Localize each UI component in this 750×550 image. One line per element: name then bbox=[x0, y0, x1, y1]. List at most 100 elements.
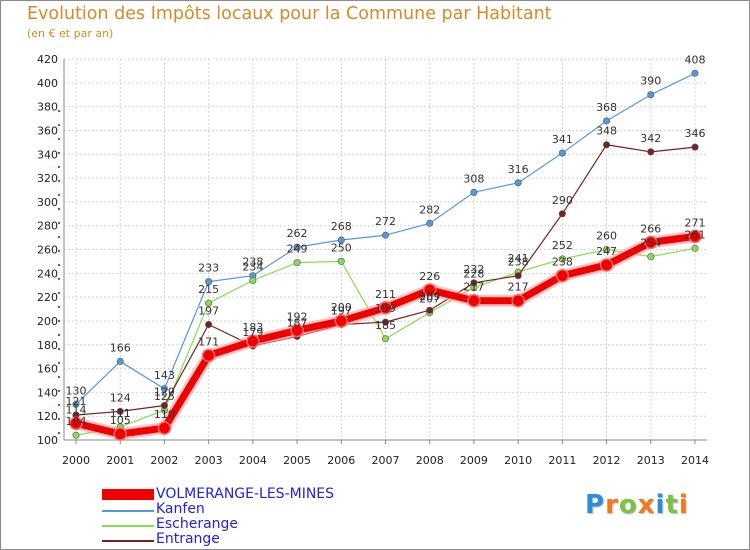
logo-letter: o bbox=[618, 490, 638, 520]
x-tick-label: 2009 bbox=[460, 454, 488, 467]
data-label: 254 bbox=[640, 237, 661, 250]
data-point bbox=[293, 243, 301, 251]
data-point bbox=[160, 401, 168, 409]
data-point bbox=[644, 235, 658, 250]
y-tick-label: 120 bbox=[37, 410, 58, 423]
data-point bbox=[157, 421, 172, 435]
data-point bbox=[691, 143, 699, 151]
logo-letter: i bbox=[678, 490, 689, 520]
data-label: 282 bbox=[419, 203, 440, 216]
proxiti-logo: Proxiti bbox=[585, 490, 689, 520]
data-label: 129 bbox=[154, 385, 175, 398]
data-label: 197 bbox=[198, 305, 219, 318]
logo-letter: r bbox=[605, 490, 619, 520]
data-label: 272 bbox=[375, 215, 396, 228]
data-label: 247 bbox=[596, 245, 617, 258]
data-point bbox=[160, 385, 168, 393]
logo-letter: t bbox=[665, 490, 679, 520]
y-tick-label: 340 bbox=[37, 148, 58, 161]
data-label: 290 bbox=[552, 194, 573, 207]
y-tick-label: 280 bbox=[37, 220, 58, 233]
data-label: 390 bbox=[640, 75, 661, 88]
data-label: 215 bbox=[198, 283, 219, 296]
data-point bbox=[72, 400, 80, 408]
data-label: 192 bbox=[287, 310, 308, 323]
data-label: 209 bbox=[419, 290, 440, 303]
x-tick-label: 2001 bbox=[106, 454, 134, 467]
data-label: 234 bbox=[242, 260, 263, 273]
data-label: 143 bbox=[154, 369, 175, 382]
data-point bbox=[381, 335, 389, 343]
data-label: 250 bbox=[331, 241, 352, 254]
data-point bbox=[647, 253, 655, 261]
logo-letter: P bbox=[585, 490, 606, 520]
data-point bbox=[249, 276, 257, 284]
data-point bbox=[555, 268, 570, 283]
chart-subtitle: (en € et par an) bbox=[27, 27, 114, 40]
data-point bbox=[205, 299, 213, 307]
data-point bbox=[72, 431, 80, 439]
x-tick-label: 2006 bbox=[327, 454, 355, 467]
data-label: 252 bbox=[552, 239, 573, 252]
legend-label: Entrange bbox=[156, 531, 220, 547]
data-point bbox=[647, 148, 655, 156]
data-label: 260 bbox=[596, 230, 617, 243]
data-point bbox=[603, 246, 611, 254]
data-point bbox=[116, 407, 124, 415]
x-tick-label: 2011 bbox=[548, 454, 576, 467]
data-label: 114 bbox=[66, 403, 87, 416]
data-label: 121 bbox=[66, 395, 87, 408]
data-label: 232 bbox=[463, 263, 484, 276]
data-label: 166 bbox=[110, 341, 131, 354]
data-point bbox=[201, 348, 216, 363]
data-label: 217 bbox=[463, 281, 484, 294]
y-tick-label: 220 bbox=[37, 291, 58, 304]
y-tick-label: 320 bbox=[37, 172, 58, 185]
data-label: 268 bbox=[331, 220, 352, 233]
data-label: 261 bbox=[685, 228, 706, 241]
data-point bbox=[688, 229, 702, 244]
data-point bbox=[426, 219, 434, 227]
data-point bbox=[69, 416, 83, 431]
data-label: 183 bbox=[242, 321, 263, 334]
data-label: 238 bbox=[508, 256, 529, 269]
data-label: 249 bbox=[287, 243, 308, 256]
y-tick-label: 380 bbox=[37, 101, 58, 114]
data-label: 187 bbox=[287, 316, 308, 329]
data-label: 125 bbox=[154, 390, 175, 403]
data-label: 226 bbox=[419, 270, 440, 283]
x-tick-label: 2003 bbox=[195, 454, 223, 467]
data-point bbox=[381, 231, 389, 239]
data-point bbox=[511, 293, 525, 308]
x-tick-label: 2012 bbox=[593, 454, 621, 467]
legend-label: VOLMERANGE-LES-MINES bbox=[156, 486, 335, 502]
data-point bbox=[378, 301, 393, 315]
logo-letter: x bbox=[637, 490, 656, 520]
data-label: 111 bbox=[110, 407, 131, 420]
data-label: 262 bbox=[287, 227, 308, 240]
y-tick-label: 140 bbox=[37, 386, 58, 399]
x-tick-label: 2008 bbox=[416, 454, 444, 467]
y-tick-label: 260 bbox=[37, 244, 58, 257]
data-label: 110 bbox=[154, 408, 175, 421]
data-label: 341 bbox=[552, 133, 573, 146]
legend-swatch bbox=[102, 489, 154, 500]
y-tick-label: 300 bbox=[37, 196, 58, 209]
data-label: 238 bbox=[242, 256, 263, 269]
y-tick-label: 200 bbox=[37, 315, 58, 328]
data-label: 342 bbox=[640, 132, 661, 145]
data-label: 271 bbox=[685, 216, 706, 229]
data-point bbox=[290, 323, 304, 338]
data-point bbox=[558, 255, 566, 263]
x-tick-label: 2002 bbox=[150, 454, 178, 467]
x-tick-label: 2007 bbox=[372, 454, 400, 467]
data-point bbox=[514, 272, 522, 280]
data-label: 197 bbox=[331, 305, 352, 318]
legend-swatch bbox=[102, 540, 154, 542]
data-point bbox=[116, 357, 124, 365]
data-point bbox=[647, 91, 655, 99]
y-tick-label: 180 bbox=[37, 339, 58, 352]
data-point bbox=[603, 117, 611, 125]
chart-title: Evolution des Impôts locaux pour la Comm… bbox=[27, 4, 552, 24]
